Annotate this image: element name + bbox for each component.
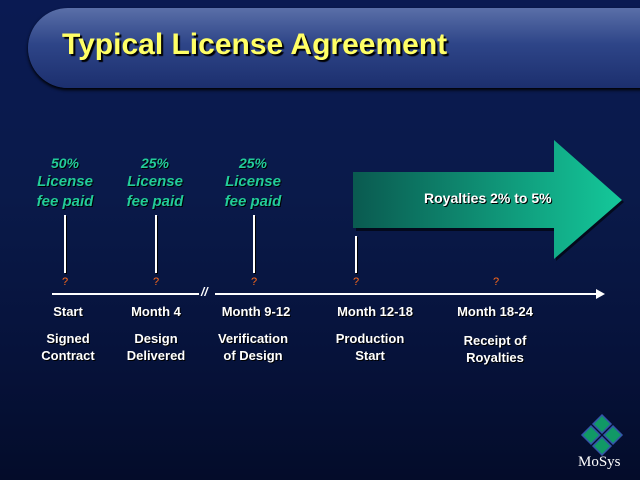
timeline-axis — [52, 293, 199, 295]
connector-2 — [155, 215, 157, 273]
payment-1: 50% License fee paid — [36, 155, 94, 210]
mosys-logo: MoSys — [578, 454, 621, 470]
connector-3 — [253, 215, 255, 273]
marker: ? — [250, 276, 258, 288]
title-banner — [28, 8, 640, 88]
marker: ? — [152, 276, 160, 288]
payment-2: 25% License fee paid — [126, 155, 184, 210]
milestone-desc: Signed Contract — [41, 331, 95, 363]
milestone-desc: Receipt of Royalties — [463, 333, 527, 365]
milestone-time: Month 18-24 — [457, 304, 533, 319]
milestone-time: Month 4 — [131, 304, 181, 319]
milestone-desc: Verification of Design — [217, 331, 289, 363]
marker: ? — [352, 276, 360, 288]
milestone-desc: Production Start — [335, 331, 405, 363]
milestone-desc: Design Delivered — [126, 331, 186, 363]
marker: ? — [61, 276, 69, 288]
milestone-time: Month 9-12 — [221, 304, 291, 319]
axis-break: // — [201, 285, 208, 299]
mosys-logo-icon — [580, 413, 624, 457]
milestone-time: Month 12-18 — [337, 304, 413, 319]
marker: ? — [492, 276, 500, 288]
timeline-axis — [215, 293, 600, 295]
arrowhead-icon — [596, 289, 605, 299]
slide-title: Typical License Agreement — [62, 28, 448, 61]
connector-1 — [64, 215, 66, 273]
royalties-label: Royalties 2% to 5% — [424, 190, 552, 206]
connector-4 — [355, 236, 357, 273]
royalties-arrow — [353, 140, 624, 261]
milestone-time: Start — [53, 304, 83, 319]
payment-3: 25% License fee paid — [224, 155, 282, 210]
